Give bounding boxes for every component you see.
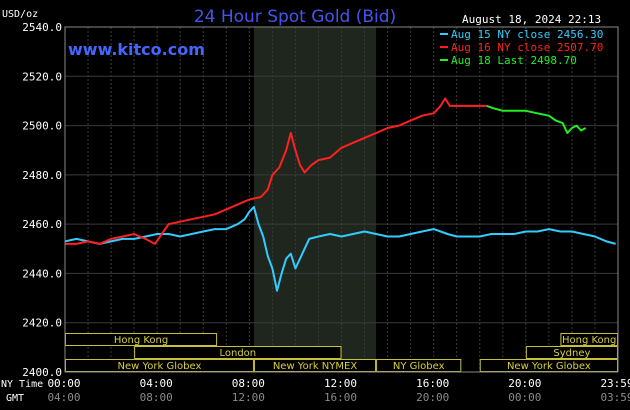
x-tick-label-ny: 08:00 [232,377,265,390]
series-line [486,104,587,134]
gmt-row-label: GMT [6,393,24,404]
session-label: Sydney [553,348,590,359]
x-tick-label-ny: 12:00 [324,377,357,390]
session-label: London [219,348,256,359]
session-bar: Hong Kong [560,333,618,346]
session-bar: New York Globex [65,359,254,372]
x-tick-label-gmt: 12:00 [232,391,265,404]
y-tick-label: 2480.0 [22,169,62,182]
legend-label: Aug 18 Last 2498.70 [451,54,577,67]
x-tick-label-ny: 20:00 [508,377,541,390]
legend-label: Aug 15 NY close 2456.30 [451,28,603,41]
x-tick-label-gmt: 00:00 [508,391,541,404]
series-line [64,205,616,292]
y-tick-label: 2460.0 [22,218,62,231]
y-tick-label: 2500.0 [22,120,62,133]
session-label: Hong Kong [562,335,616,346]
x-tick-label-gmt: 20:00 [416,391,449,404]
session-bar: Hong Kong [65,333,218,346]
x-tick-label-gmt: 16:00 [324,391,357,404]
y-tick-label: 2420.0 [22,317,62,330]
session-box [134,346,342,359]
session-bar: New York Globex [479,359,618,372]
session-label: New York NYMEX [273,361,358,372]
price-series [64,97,616,292]
chart-title: 24 Hour Spot Gold (Bid) [194,7,396,27]
y-axis: 2540.0 2520.0 2500.0 2480.0 2460.0 2440.0 2420… [22,21,62,379]
y-tick-label: 2520.0 [22,70,62,83]
session-label: NY Globex [393,361,445,372]
plot-frame [64,26,619,373]
session-bar: London [134,346,342,359]
x-tick-label-gmt: 04:00 [47,391,80,404]
x-tick-label-ny: 04:00 [140,377,173,390]
y-tick-label: 2540.0 [22,21,62,34]
x-tick-label-ny: 23:59 [600,377,630,390]
y-tick-label: 2440.0 [22,267,62,280]
x-tick-label-ny: 16:00 [416,377,449,390]
session-label: New York Globex [507,361,591,372]
series-line [65,97,487,245]
y-unit-label: USD/oz [2,9,38,20]
legend-entry: Aug 15 NY close 2456.30 [440,28,603,41]
y-tick-label: 2400.0 [22,366,62,379]
legend-entry: Aug 16 NY close 2507.70 [440,41,603,54]
nymex-session-band [253,27,377,372]
x-tick-label-ny: 00:00 [47,377,80,390]
ny-time-row-label: NY Time [1,379,43,390]
legend-label: Aug 16 NY close 2507.70 [451,41,603,54]
x-axis: 00:0004:0004:0008:0008:0012:0012:0016:00… [47,377,630,404]
x-tick-label-gmt: 08:00 [140,391,173,404]
session-bar: Sydney [525,346,618,359]
x-tick-label-gmt: 03:59 [600,391,630,404]
session-label: Hong Kong [114,335,168,346]
legend-entry: Aug 18 Last 2498.70 [440,54,577,67]
session-label: New York Globex [118,361,202,372]
session-bar: New York NYMEX [253,359,377,372]
session-bar: NY Globex [376,359,462,372]
date-label: August 18, 2024 22:13 [462,13,601,26]
website-label: www.kitco.com [68,40,205,59]
